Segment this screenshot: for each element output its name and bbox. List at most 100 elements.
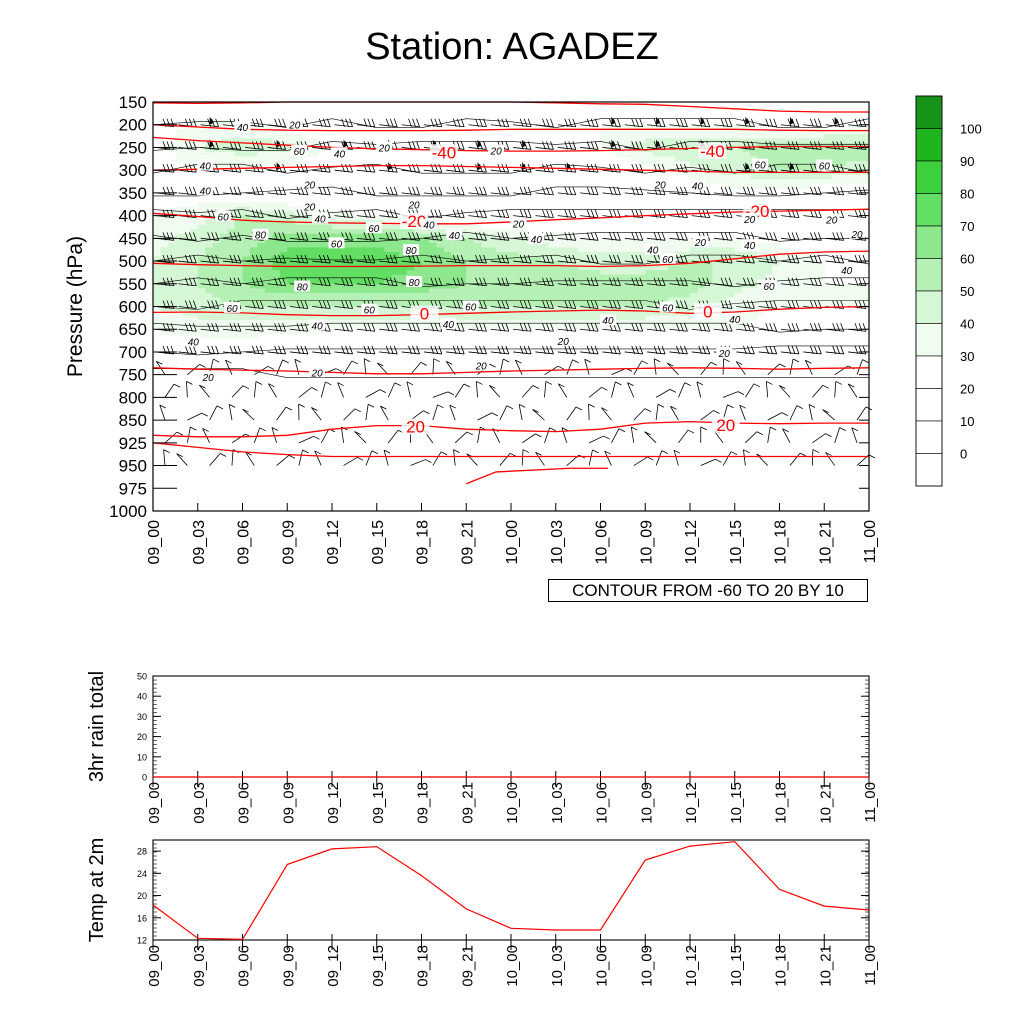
wind-barb-shaft xyxy=(847,328,867,332)
wind-barb-feather xyxy=(523,118,528,127)
humidity-cell xyxy=(794,256,803,262)
wind-barb-shaft xyxy=(178,192,197,196)
wind-barb-feather xyxy=(661,232,666,241)
humidity-cell xyxy=(749,179,758,185)
wind-barb-feather xyxy=(184,277,189,286)
wind-barb-shaft xyxy=(410,459,426,466)
humidity-cell xyxy=(690,170,699,176)
humidity-cell xyxy=(391,229,400,235)
humidity-cell xyxy=(257,288,266,294)
wind-barb-feather xyxy=(702,164,707,173)
humidity-cell xyxy=(167,238,176,244)
humidity-cell xyxy=(607,279,617,285)
wind-barb-shaft xyxy=(176,453,188,466)
humidity-cell xyxy=(675,292,684,299)
wind-barb-shaft xyxy=(298,449,303,466)
humidity-cell xyxy=(667,274,676,280)
humidity-cell xyxy=(637,124,646,130)
wind-barb-feather xyxy=(505,186,510,196)
humidity-cell xyxy=(257,251,266,258)
humidity-cell xyxy=(488,297,497,303)
humidity-cell xyxy=(249,247,259,253)
humidity-cell xyxy=(339,311,348,317)
humidity-cell xyxy=(153,270,162,276)
humidity-cell xyxy=(443,297,452,303)
wind-barb-shaft xyxy=(222,283,242,287)
wind-barb-feather xyxy=(724,277,729,286)
wind-barb-feather xyxy=(519,254,524,264)
humidity-cell xyxy=(436,220,445,226)
wind-barb-feather xyxy=(452,300,457,309)
humidity-cell xyxy=(414,265,423,271)
humidity-cell xyxy=(645,283,654,289)
wind-barb-feather xyxy=(438,345,443,355)
humidity-cell xyxy=(272,220,281,226)
humidity-cell xyxy=(593,306,602,312)
humidity-cell xyxy=(354,297,363,303)
humidity-cell xyxy=(540,233,549,239)
humidity-cell xyxy=(153,320,162,326)
humidity-cell xyxy=(220,133,229,139)
humidity-contour-label: 40 xyxy=(200,187,212,198)
wind-barb-feather xyxy=(743,164,747,173)
wind-barb-feather xyxy=(326,300,331,309)
humidity-cell xyxy=(361,247,370,253)
wind-barb-feather xyxy=(706,118,711,127)
humidity-cell xyxy=(600,292,609,299)
humidity-cell xyxy=(518,283,527,289)
wind-barb-feather xyxy=(661,277,666,286)
humidity-contour-label: 80 xyxy=(405,246,417,257)
humidity-cell xyxy=(309,238,318,244)
wind-barb-feather xyxy=(676,277,680,286)
x-tick-label: 10_15 xyxy=(728,520,745,565)
humidity-cell xyxy=(488,301,497,308)
humidity-cell xyxy=(212,251,221,258)
humidity-cell xyxy=(167,297,176,303)
wind-barb-feather xyxy=(483,164,487,173)
humidity-cell xyxy=(570,297,579,303)
humidity-cell xyxy=(451,238,460,244)
humidity-cell xyxy=(421,229,430,235)
humidity-cell xyxy=(518,233,527,239)
humidity-cell xyxy=(279,274,288,280)
wind-barb-feather xyxy=(452,164,457,173)
wind-barb-feather xyxy=(385,209,390,218)
wind-barb-feather xyxy=(479,254,483,264)
humidity-cell xyxy=(742,156,751,162)
x-tick-label: 10_15 xyxy=(728,945,745,987)
humidity-cell xyxy=(540,274,549,280)
humidity-cell xyxy=(511,306,520,312)
humidity-cell xyxy=(742,297,751,303)
humidity-cell xyxy=(205,283,214,289)
humidity-cell xyxy=(645,311,654,317)
wind-barb-feather xyxy=(242,408,249,413)
wind-barb-feather xyxy=(669,389,677,393)
humidity-cell xyxy=(376,242,385,249)
humidity-cell xyxy=(645,256,654,262)
wind-barb-feather xyxy=(416,141,420,150)
humidity-contour-label: 60 xyxy=(226,304,238,315)
humidity-cell xyxy=(540,301,549,308)
humidity-cell xyxy=(794,129,803,135)
wind-barb-feather xyxy=(453,449,460,454)
humidity-cell xyxy=(690,124,699,130)
humidity-cell xyxy=(854,179,863,185)
y-axis-title: Pressure (hPa) xyxy=(64,236,87,377)
humidity-cell xyxy=(354,270,363,276)
wind-barb-shaft xyxy=(178,328,197,332)
humidity-contour-label: 20 xyxy=(490,147,503,158)
x-tick-label: 10_18 xyxy=(773,945,790,987)
humidity-cell xyxy=(175,211,184,217)
humidity-cell xyxy=(667,283,676,289)
humidity-label-bg xyxy=(309,319,326,331)
humidity-cell xyxy=(697,292,706,299)
colorbar-label: 60 xyxy=(960,252,974,267)
x-tick-label: 09_12 xyxy=(325,520,342,565)
wind-barb-feather xyxy=(564,186,569,196)
wind-barb-feather xyxy=(617,186,621,196)
humidity-cell xyxy=(801,147,810,153)
humidity-cell xyxy=(496,229,505,235)
humidity-cell xyxy=(309,311,318,317)
humidity-cell xyxy=(801,156,810,162)
wind-barb-feather xyxy=(434,209,439,218)
